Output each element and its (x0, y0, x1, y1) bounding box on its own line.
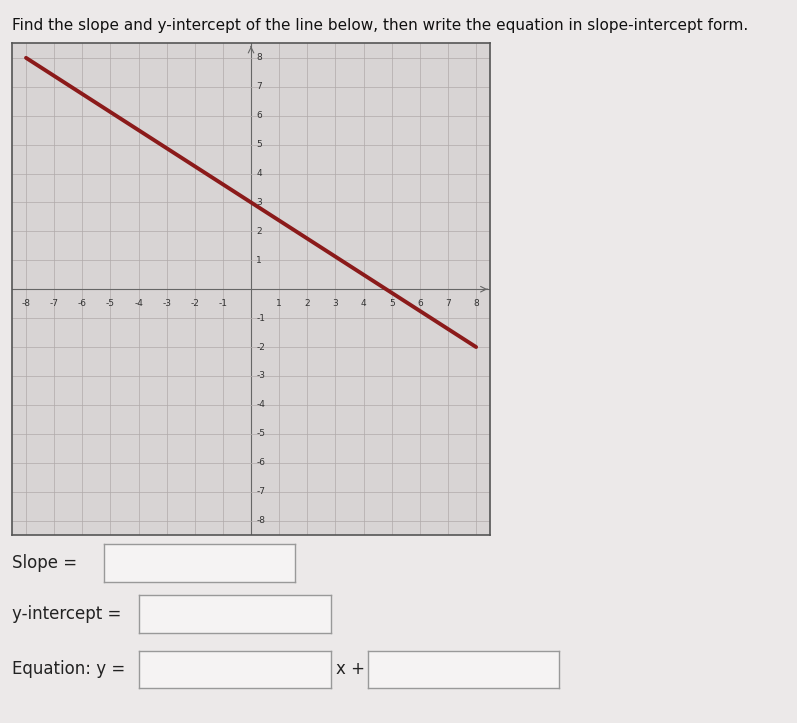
Text: Equation: y =: Equation: y = (12, 661, 125, 678)
Text: -6: -6 (78, 299, 87, 308)
Text: -5: -5 (256, 429, 265, 438)
Text: 5: 5 (389, 299, 395, 308)
Text: -3: -3 (256, 372, 265, 380)
Text: -7: -7 (49, 299, 59, 308)
Text: 1: 1 (277, 299, 282, 308)
Text: -4: -4 (256, 401, 265, 409)
Text: 6: 6 (256, 111, 262, 120)
Text: 4: 4 (256, 169, 261, 178)
Text: -7: -7 (256, 487, 265, 496)
Text: x +: x + (336, 661, 365, 678)
Text: 6: 6 (417, 299, 422, 308)
Text: -8: -8 (256, 516, 265, 525)
Text: 3: 3 (256, 198, 262, 207)
Text: 7: 7 (256, 82, 262, 91)
Text: 8: 8 (256, 54, 262, 62)
Text: -8: -8 (22, 299, 30, 308)
Text: 4: 4 (361, 299, 367, 308)
Text: -1: -1 (256, 314, 265, 322)
Text: 5: 5 (256, 140, 262, 149)
Text: Find the slope and y-intercept of the line below, then write the equation in slo: Find the slope and y-intercept of the li… (12, 18, 748, 33)
Text: 3: 3 (332, 299, 338, 308)
Text: 2: 2 (304, 299, 310, 308)
Text: 8: 8 (473, 299, 479, 308)
Text: -2: -2 (190, 299, 199, 308)
Text: -4: -4 (134, 299, 143, 308)
Text: -6: -6 (256, 458, 265, 467)
Text: -1: -1 (218, 299, 227, 308)
Text: -3: -3 (162, 299, 171, 308)
Text: 1: 1 (256, 256, 262, 265)
Text: -2: -2 (256, 343, 265, 351)
Text: y-intercept =: y-intercept = (12, 605, 121, 623)
Text: 2: 2 (256, 227, 261, 236)
Text: Slope =: Slope = (12, 555, 77, 572)
Text: 7: 7 (445, 299, 451, 308)
Text: -5: -5 (106, 299, 115, 308)
